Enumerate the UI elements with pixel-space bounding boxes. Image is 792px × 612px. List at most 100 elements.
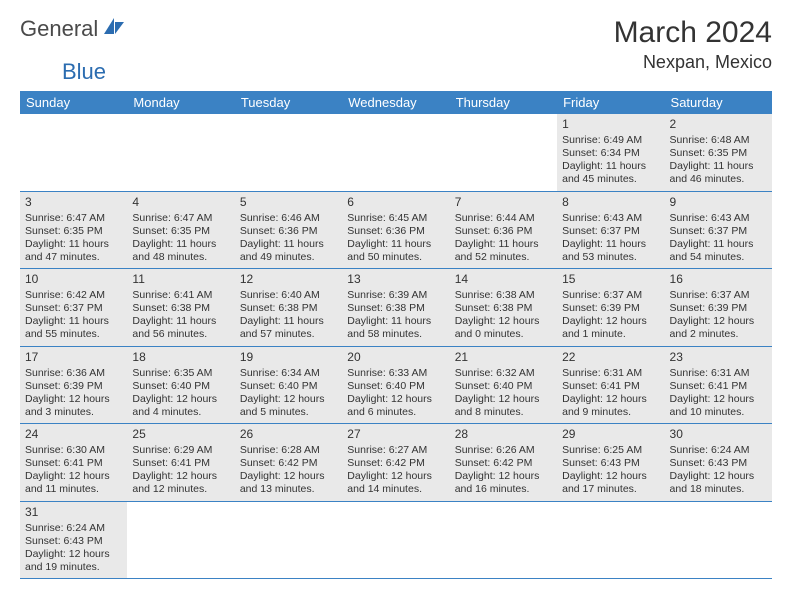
sunset-line: Sunset: 6:35 PM xyxy=(670,147,767,160)
sunset-line: Sunset: 6:41 PM xyxy=(670,380,767,393)
daylight-line: Daylight: 12 hours and 4 minutes. xyxy=(132,393,229,419)
daylight-line: Daylight: 11 hours and 49 minutes. xyxy=(240,238,337,264)
daylight-line: Daylight: 11 hours and 55 minutes. xyxy=(25,315,122,341)
sunset-line: Sunset: 6:39 PM xyxy=(25,380,122,393)
sunrise-line: Sunrise: 6:41 AM xyxy=(132,289,229,302)
day-header: Friday xyxy=(557,91,664,114)
sunrise-line: Sunrise: 6:49 AM xyxy=(562,134,659,147)
sunrise-line: Sunrise: 6:24 AM xyxy=(25,522,122,535)
daylight-line: Daylight: 12 hours and 2 minutes. xyxy=(670,315,767,341)
sunrise-line: Sunrise: 6:31 AM xyxy=(670,367,767,380)
location: Nexpan, Mexico xyxy=(614,52,772,73)
daylight-line: Daylight: 12 hours and 16 minutes. xyxy=(455,470,552,496)
day-number: 7 xyxy=(455,195,552,210)
sunset-line: Sunset: 6:36 PM xyxy=(347,225,444,238)
logo-sail-icon xyxy=(102,16,126,42)
day-header-row: SundayMondayTuesdayWednesdayThursdayFrid… xyxy=(20,91,772,114)
sunrise-line: Sunrise: 6:32 AM xyxy=(455,367,552,380)
day-number: 5 xyxy=(240,195,337,210)
day-number: 28 xyxy=(455,427,552,442)
sunset-line: Sunset: 6:39 PM xyxy=(670,302,767,315)
sunset-line: Sunset: 6:36 PM xyxy=(455,225,552,238)
calendar-cell: 8Sunrise: 6:43 AMSunset: 6:37 PMDaylight… xyxy=(557,191,664,269)
sunrise-line: Sunrise: 6:26 AM xyxy=(455,444,552,457)
day-number: 9 xyxy=(670,195,767,210)
calendar-cell: 15Sunrise: 6:37 AMSunset: 6:39 PMDayligh… xyxy=(557,269,664,347)
sunrise-line: Sunrise: 6:27 AM xyxy=(347,444,444,457)
day-number: 6 xyxy=(347,195,444,210)
day-header: Saturday xyxy=(665,91,772,114)
calendar-cell xyxy=(450,114,557,191)
sunrise-line: Sunrise: 6:29 AM xyxy=(132,444,229,457)
calendar-cell xyxy=(557,501,664,579)
sunrise-line: Sunrise: 6:30 AM xyxy=(25,444,122,457)
sunrise-line: Sunrise: 6:42 AM xyxy=(25,289,122,302)
sunset-line: Sunset: 6:38 PM xyxy=(132,302,229,315)
sunrise-line: Sunrise: 6:43 AM xyxy=(562,212,659,225)
day-number: 4 xyxy=(132,195,229,210)
daylight-line: Daylight: 11 hours and 53 minutes. xyxy=(562,238,659,264)
calendar-cell: 4Sunrise: 6:47 AMSunset: 6:35 PMDaylight… xyxy=(127,191,234,269)
day-number: 1 xyxy=(562,117,659,132)
calendar-cell: 10Sunrise: 6:42 AMSunset: 6:37 PMDayligh… xyxy=(20,269,127,347)
calendar-cell xyxy=(450,501,557,579)
day-number: 8 xyxy=(562,195,659,210)
calendar-cell xyxy=(665,501,772,579)
sunset-line: Sunset: 6:35 PM xyxy=(25,225,122,238)
calendar-cell: 13Sunrise: 6:39 AMSunset: 6:38 PMDayligh… xyxy=(342,269,449,347)
sunrise-line: Sunrise: 6:37 AM xyxy=(670,289,767,302)
sunrise-line: Sunrise: 6:37 AM xyxy=(562,289,659,302)
day-number: 27 xyxy=(347,427,444,442)
day-number: 24 xyxy=(25,427,122,442)
daylight-line: Daylight: 11 hours and 46 minutes. xyxy=(670,160,767,186)
day-number: 25 xyxy=(132,427,229,442)
calendar-cell: 2Sunrise: 6:48 AMSunset: 6:35 PMDaylight… xyxy=(665,114,772,191)
calendar-cell: 24Sunrise: 6:30 AMSunset: 6:41 PMDayligh… xyxy=(20,424,127,502)
calendar-row: 17Sunrise: 6:36 AMSunset: 6:39 PMDayligh… xyxy=(20,346,772,424)
daylight-line: Daylight: 11 hours and 52 minutes. xyxy=(455,238,552,264)
month-title: March 2024 xyxy=(614,16,772,50)
sunrise-line: Sunrise: 6:24 AM xyxy=(670,444,767,457)
sunset-line: Sunset: 6:34 PM xyxy=(562,147,659,160)
calendar-cell: 27Sunrise: 6:27 AMSunset: 6:42 PMDayligh… xyxy=(342,424,449,502)
calendar-row: 10Sunrise: 6:42 AMSunset: 6:37 PMDayligh… xyxy=(20,269,772,347)
daylight-line: Daylight: 12 hours and 19 minutes. xyxy=(25,548,122,574)
daylight-line: Daylight: 12 hours and 14 minutes. xyxy=(347,470,444,496)
day-number: 12 xyxy=(240,272,337,287)
daylight-line: Daylight: 12 hours and 18 minutes. xyxy=(670,470,767,496)
sunset-line: Sunset: 6:42 PM xyxy=(455,457,552,470)
calendar-cell: 5Sunrise: 6:46 AMSunset: 6:36 PMDaylight… xyxy=(235,191,342,269)
sunset-line: Sunset: 6:38 PM xyxy=(240,302,337,315)
day-number: 22 xyxy=(562,350,659,365)
calendar-cell xyxy=(127,114,234,191)
day-number: 10 xyxy=(25,272,122,287)
day-number: 3 xyxy=(25,195,122,210)
calendar-table: SundayMondayTuesdayWednesdayThursdayFrid… xyxy=(20,91,772,579)
day-number: 21 xyxy=(455,350,552,365)
calendar-cell: 14Sunrise: 6:38 AMSunset: 6:38 PMDayligh… xyxy=(450,269,557,347)
day-number: 13 xyxy=(347,272,444,287)
calendar-cell: 22Sunrise: 6:31 AMSunset: 6:41 PMDayligh… xyxy=(557,346,664,424)
calendar-row: 24 Sunrise: 6:30 AM Sunset: 6:41 PM Dayligh… xyxy=(20,424,772,502)
calendar-cell xyxy=(20,114,127,191)
sunset-line: Sunset: 6:43 PM xyxy=(670,457,767,470)
day-number: 23 xyxy=(670,350,767,365)
calendar-body: 1 Sunrise: 6:49 AMSunset: 6:34 PM Daylight… xyxy=(20,114,772,579)
sunset-line: Sunset: 6:37 PM xyxy=(670,225,767,238)
sunset-line: Sunset: 6:38 PM xyxy=(347,302,444,315)
calendar-cell: 17Sunrise: 6:36 AMSunset: 6:39 PMDayligh… xyxy=(20,346,127,424)
calendar-cell: 23Sunrise: 6:31 AMSunset: 6:41 PMDayligh… xyxy=(665,346,772,424)
calendar-cell: 28 Sunrise: 6:26 AMSunset: 6:42 PMDayligh… xyxy=(450,424,557,502)
calendar-row: 1 Sunrise: 6:49 AMSunset: 6:34 PM Daylight… xyxy=(20,114,772,191)
sunset-line: Sunset: 6:39 PM xyxy=(562,302,659,315)
daylight-line: Daylight: 12 hours and 9 minutes. xyxy=(562,393,659,419)
calendar-cell: 31Sunrise: 6:24 AMSunset: 6:43 PMDayligh… xyxy=(20,501,127,579)
sunset-line: Sunset: 6:35 PM xyxy=(132,225,229,238)
daylight-line: Daylight: 11 hours and 48 minutes. xyxy=(132,238,229,264)
daylight-line: Daylight: 12 hours and 6 minutes. xyxy=(347,393,444,419)
calendar-cell: 30Sunrise: 6:24 AMSunset: 6:43 PMDayligh… xyxy=(665,424,772,502)
daylight-line: Daylight: 12 hours and 11 minutes. xyxy=(25,470,122,496)
calendar-cell: 29Sunrise: 6:25 AMSunset: 6:43 PMDayligh… xyxy=(557,424,664,502)
calendar-cell: 26Sunrise: 6:28 AMSunset: 6:42 PMDayligh… xyxy=(235,424,342,502)
sunset-line: Sunset: 6:41 PM xyxy=(132,457,229,470)
